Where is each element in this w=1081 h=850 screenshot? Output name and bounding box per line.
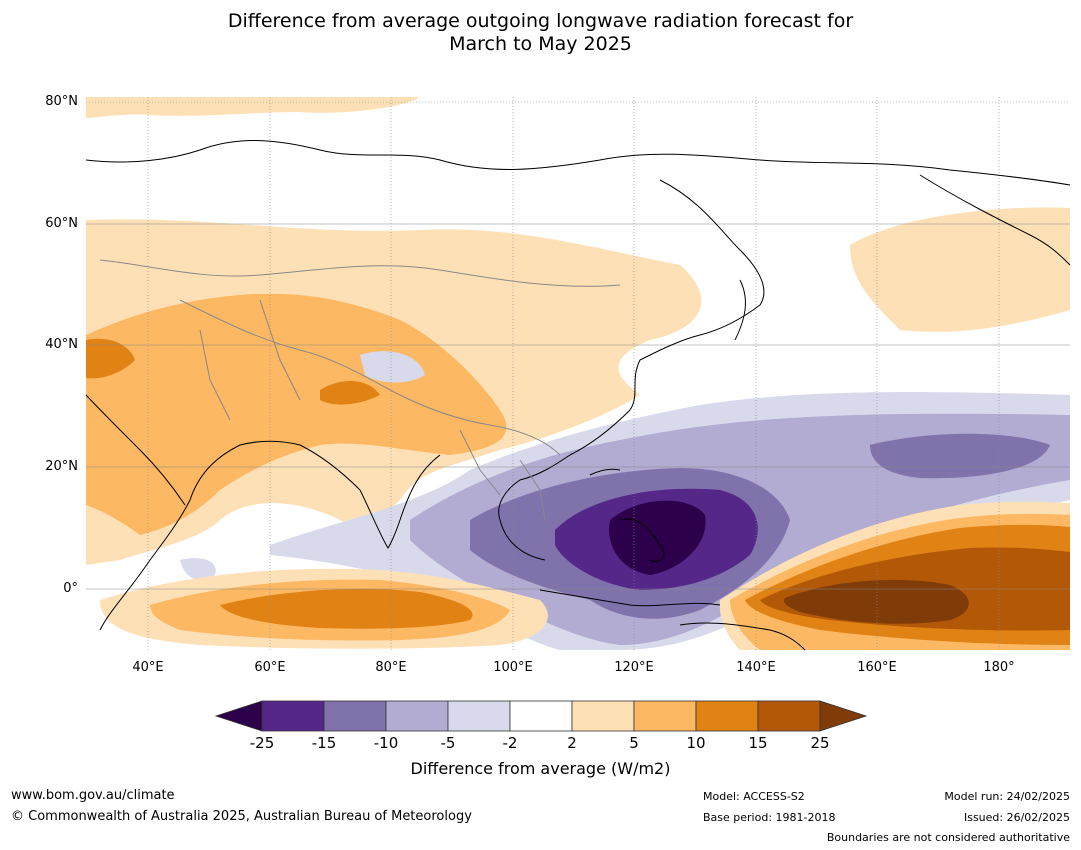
lat-label-80n: 80°N (45, 94, 78, 109)
positive-anomaly-himalaya (320, 380, 380, 405)
negative-anomaly-extreme (609, 500, 706, 575)
lat-label-60n: 60°N (45, 216, 78, 231)
footer-model-run: Model run: 24/02/2025 (944, 790, 1070, 803)
footer-issued: Issued: 26/02/2025 (963, 811, 1070, 824)
colorbar-tick: -10 (373, 734, 399, 752)
lat-label-40n: 40°N (45, 337, 78, 352)
latitude-lines (86, 101, 1070, 590)
colorbar-extend-low (214, 700, 263, 732)
colorbar-tick: 25 (810, 734, 830, 752)
lon-label-80e: 80°E (375, 660, 407, 675)
anomaly-field (86, 97, 1070, 650)
colorbar-swatch-9 (757, 700, 821, 732)
lon-label-60e: 60°E (254, 660, 286, 675)
colorbar-tick: 10 (686, 734, 706, 752)
colorbar-tick: -2 (502, 734, 518, 752)
positive-anomaly-arctic (86, 97, 420, 118)
lat-label-0: 0° (63, 581, 78, 596)
colorbar-swatch-3 (385, 700, 449, 732)
colorbar-tick: -25 (249, 734, 275, 752)
lon-label-120e: 120°E (614, 660, 654, 675)
colorbar-tick: 15 (748, 734, 768, 752)
country-borders (99, 259, 621, 521)
colorbar-swatch-5 (509, 700, 573, 732)
lon-label-160e: 160°E (857, 660, 897, 675)
colorbar-tick: 5 (629, 734, 639, 752)
title-line-2: March to May 2025 (449, 33, 632, 55)
coastlines (85, 140, 1071, 651)
negative-anomaly-tibet (360, 351, 425, 383)
colorbar-swatch-6 (571, 700, 635, 732)
colorbar-swatch-7 (633, 700, 697, 732)
positive-anomaly-asia-strong (86, 338, 135, 379)
colorbar-tick: 2 (567, 734, 577, 752)
colorbar-tick: -15 (311, 734, 337, 752)
footer-copyright: © Commonwealth of Australia 2025, Austra… (11, 809, 472, 824)
positive-anomaly-tibet (560, 290, 660, 328)
map-grid (147, 97, 1000, 650)
lon-label-40e: 40°E (132, 660, 164, 675)
colorbar-swatch-8 (695, 700, 759, 732)
title-line-1: Difference from average outgoing longwav… (227, 10, 854, 32)
footer-model: Model: ACCESS-S2 (703, 790, 805, 803)
footer-base-period: Base period: 1981-2018 (703, 811, 836, 824)
colorbar-swatch-4 (447, 700, 511, 732)
positive-anomaly-pacific-north (850, 207, 1070, 332)
colorbar-swatch-2 (323, 700, 387, 732)
colorbar-swatch-1 (261, 700, 325, 732)
footer-site-link[interactable]: www.bom.gov.au/climate (11, 788, 175, 803)
colorbar-tick: -5 (440, 734, 456, 752)
lat-label-20n: 20°N (45, 459, 78, 474)
negative-anomaly-southwest (180, 558, 216, 580)
map-title: Difference from average outgoing longwav… (0, 10, 1081, 56)
positive-anomaly-indian-strong (220, 588, 473, 629)
colorbar (214, 700, 868, 732)
colorbar-label: Difference from average (W/m2) (410, 759, 671, 778)
lon-label-140e: 140°E (736, 660, 776, 675)
lon-label-180: 180° (983, 660, 1015, 675)
colorbar-extend-high (819, 700, 868, 732)
positive-anomaly-pacific-extreme (783, 579, 969, 624)
footer-disclaimer: Boundaries are not considered authoritat… (826, 831, 1070, 844)
lon-label-100e: 100°E (493, 660, 533, 675)
